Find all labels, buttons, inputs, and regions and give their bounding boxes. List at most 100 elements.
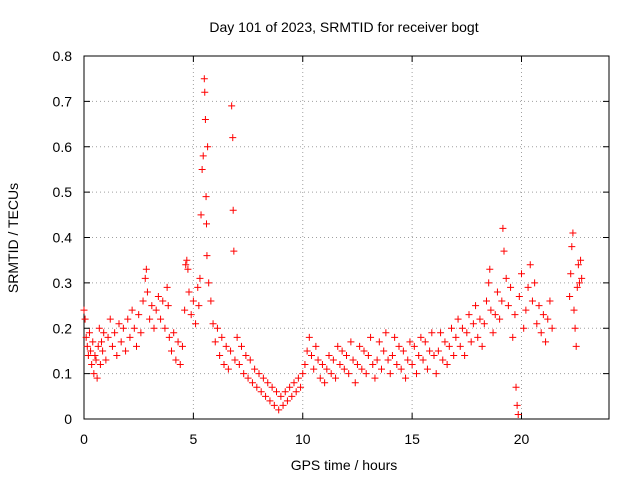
data-point [91,351,99,359]
data-point [170,329,178,337]
data-point [513,401,521,409]
data-point [367,333,375,341]
data-point [334,342,342,350]
data-point [373,356,381,364]
data-point [450,351,458,359]
data-point [89,338,97,346]
data-point [570,306,578,314]
data-point [358,365,366,373]
data-point [458,324,466,332]
data-point [356,342,364,350]
data-point [106,315,114,323]
data-point [115,320,123,328]
y-tick-label: 0.3 [53,275,73,291]
data-point [417,333,425,341]
data-point [388,351,396,359]
data-point [211,338,219,346]
data-point [268,383,276,391]
data-point [290,379,298,387]
data-point [480,320,488,328]
data-point [448,324,455,332]
y-tick-label: 0.5 [53,184,73,200]
data-point [415,351,423,359]
data-point [318,361,326,369]
data-point [90,370,98,378]
data-point [159,297,167,305]
data-point [454,315,462,323]
data-point [294,374,302,382]
data-point [83,342,91,350]
data-point [463,329,471,337]
data-point [230,247,238,255]
data-point [478,342,486,350]
data-point [421,338,429,346]
data-point [325,351,333,359]
data-point [165,333,173,341]
data-point [509,333,517,341]
data-point [378,365,385,373]
data-point [504,302,512,310]
data-point [384,356,392,364]
data-point [117,338,125,346]
data-point [456,342,464,350]
y-tick-label: 0.7 [53,93,73,109]
y-tick-label: 0.8 [53,48,73,64]
data-point [174,338,182,346]
data-point [229,206,237,214]
data-point [102,356,110,364]
data-point [264,379,272,387]
data-point [486,265,494,273]
data-point [332,374,340,382]
data-point [577,256,585,264]
data-point [323,365,331,373]
data-point [85,329,93,337]
data-point [441,338,449,346]
data-point [88,361,96,369]
data-point [281,388,289,396]
data-point [82,333,90,341]
data-point [518,270,525,278]
data-point [542,338,550,346]
data-point [203,220,210,228]
data-point [393,361,401,369]
data-point [209,320,217,328]
data-point [347,338,355,346]
data-point [187,311,195,319]
data-point [434,347,442,355]
data-point [500,247,508,255]
data-point [437,329,445,337]
data-point [439,356,447,364]
data-point [511,311,519,319]
data-point [575,279,583,287]
data-point [157,315,165,323]
data-point [93,374,101,382]
data-point [314,356,322,364]
data-point [202,193,210,201]
data-point [196,274,204,282]
data-point [163,283,171,291]
data-point [81,315,89,323]
data-point [382,329,390,337]
data-point [428,329,436,337]
data-point [228,102,236,110]
data-point [487,306,495,314]
data-point [270,401,278,409]
data-point [524,283,532,291]
data-point [566,292,574,300]
data-point [222,342,230,350]
data-point [406,338,414,346]
data-point [375,338,383,346]
data-point [198,165,206,173]
data-point [137,329,145,337]
x-tick-label: 5 [189,431,197,447]
data-point [507,283,515,291]
data-point [255,370,263,378]
data-point [231,356,239,364]
data-point [312,342,320,350]
data-point [248,379,256,387]
data-point [204,143,212,151]
data-point [80,306,88,314]
data-point [327,370,335,378]
data-point [244,374,252,382]
data-point [161,324,169,332]
